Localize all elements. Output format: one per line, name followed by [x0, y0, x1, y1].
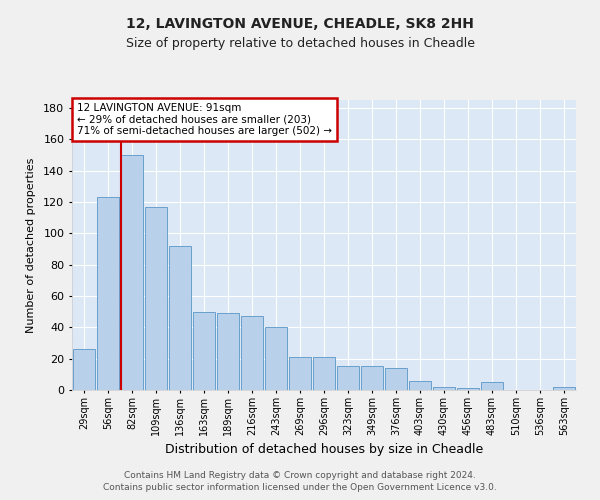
Bar: [457, 388, 479, 390]
X-axis label: Distribution of detached houses by size in Cheadle: Distribution of detached houses by size …: [165, 443, 483, 456]
Text: Size of property relative to detached houses in Cheadle: Size of property relative to detached ho…: [125, 38, 475, 51]
Bar: [217, 313, 239, 390]
Bar: [145, 206, 167, 390]
Bar: [121, 155, 143, 390]
Text: Contains public sector information licensed under the Open Government Licence v3: Contains public sector information licen…: [103, 484, 497, 492]
Bar: [97, 197, 119, 390]
Bar: [169, 246, 191, 390]
Text: Contains HM Land Registry data © Crown copyright and database right 2024.: Contains HM Land Registry data © Crown c…: [124, 471, 476, 480]
Bar: [481, 382, 503, 390]
Bar: [409, 380, 431, 390]
Y-axis label: Number of detached properties: Number of detached properties: [26, 158, 36, 332]
Bar: [313, 357, 335, 390]
Text: 12, LAVINGTON AVENUE, CHEADLE, SK8 2HH: 12, LAVINGTON AVENUE, CHEADLE, SK8 2HH: [126, 18, 474, 32]
Bar: [265, 328, 287, 390]
Bar: [241, 316, 263, 390]
Bar: [337, 366, 359, 390]
Bar: [553, 387, 575, 390]
Bar: [289, 357, 311, 390]
Bar: [193, 312, 215, 390]
Text: 12 LAVINGTON AVENUE: 91sqm
← 29% of detached houses are smaller (203)
71% of sem: 12 LAVINGTON AVENUE: 91sqm ← 29% of deta…: [77, 103, 332, 136]
Bar: [433, 387, 455, 390]
Bar: [385, 368, 407, 390]
Bar: [73, 349, 95, 390]
Bar: [361, 366, 383, 390]
